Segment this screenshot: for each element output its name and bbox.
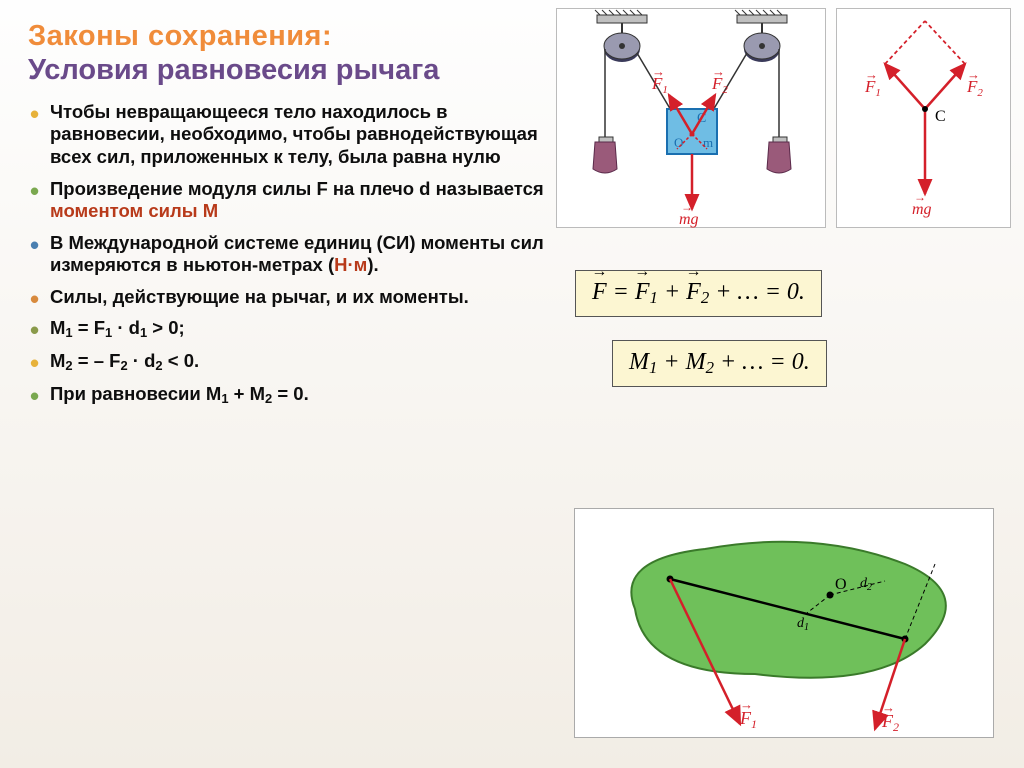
- bullet-item: При равновесии M1 + M2 = 0.: [28, 383, 548, 407]
- svg-text:→: →: [865, 67, 878, 82]
- svg-text:→: →: [882, 700, 895, 715]
- bullet-item: M1 = F1 · d1 > 0;: [28, 317, 548, 341]
- bullet-item: Чтобы невращающееся тело находилось в ра…: [28, 101, 548, 169]
- pulley-svg: C O m F1 → F2 → mg →: [557, 9, 827, 229]
- pulley-diagram: C O m F1 → F2 → mg →: [556, 8, 826, 228]
- formula-force-sum: F = F1 + F2 + … = 0.: [575, 270, 822, 317]
- svg-text:O: O: [835, 576, 847, 593]
- bullet-item: Силы, действующие на рычаг, и их моменты…: [28, 286, 548, 309]
- bullet-list: Чтобы невращающееся тело находилось в ра…: [28, 101, 548, 408]
- slide: Законы сохранения: Условия равновесия ры…: [0, 0, 1024, 768]
- weight-left: [593, 137, 617, 173]
- bullet-item: В Международной системе единиц (СИ) моме…: [28, 232, 548, 277]
- svg-text:→: →: [914, 190, 926, 204]
- svg-text:m: m: [703, 135, 713, 150]
- bullet-list-container: Чтобы невращающееся тело находилось в ра…: [28, 101, 548, 408]
- moment-diagram: O d1 d2 F1 → F2 →: [574, 508, 994, 738]
- moment-svg: O d1 d2 F1 → F2 →: [575, 509, 995, 739]
- resultant-diagram: F1 → F2 → C mg →: [836, 8, 1011, 228]
- weight-right: [767, 137, 791, 173]
- formula-moment-sum: M1 + M2 + … = 0.: [612, 340, 827, 387]
- svg-text:C: C: [935, 108, 946, 125]
- svg-text:→: →: [681, 200, 693, 214]
- svg-text:→: →: [652, 64, 665, 79]
- svg-text:→: →: [740, 697, 753, 712]
- resultant-svg: F1 → F2 → C mg →: [837, 9, 1012, 229]
- bullet-item: M2 = – F2 · d2 < 0.: [28, 350, 548, 374]
- bullet-item: Произведение модуля силы F на плечо d на…: [28, 178, 548, 223]
- svg-text:→: →: [712, 64, 725, 79]
- svg-text:O: O: [674, 135, 683, 150]
- svg-text:→: →: [967, 67, 980, 82]
